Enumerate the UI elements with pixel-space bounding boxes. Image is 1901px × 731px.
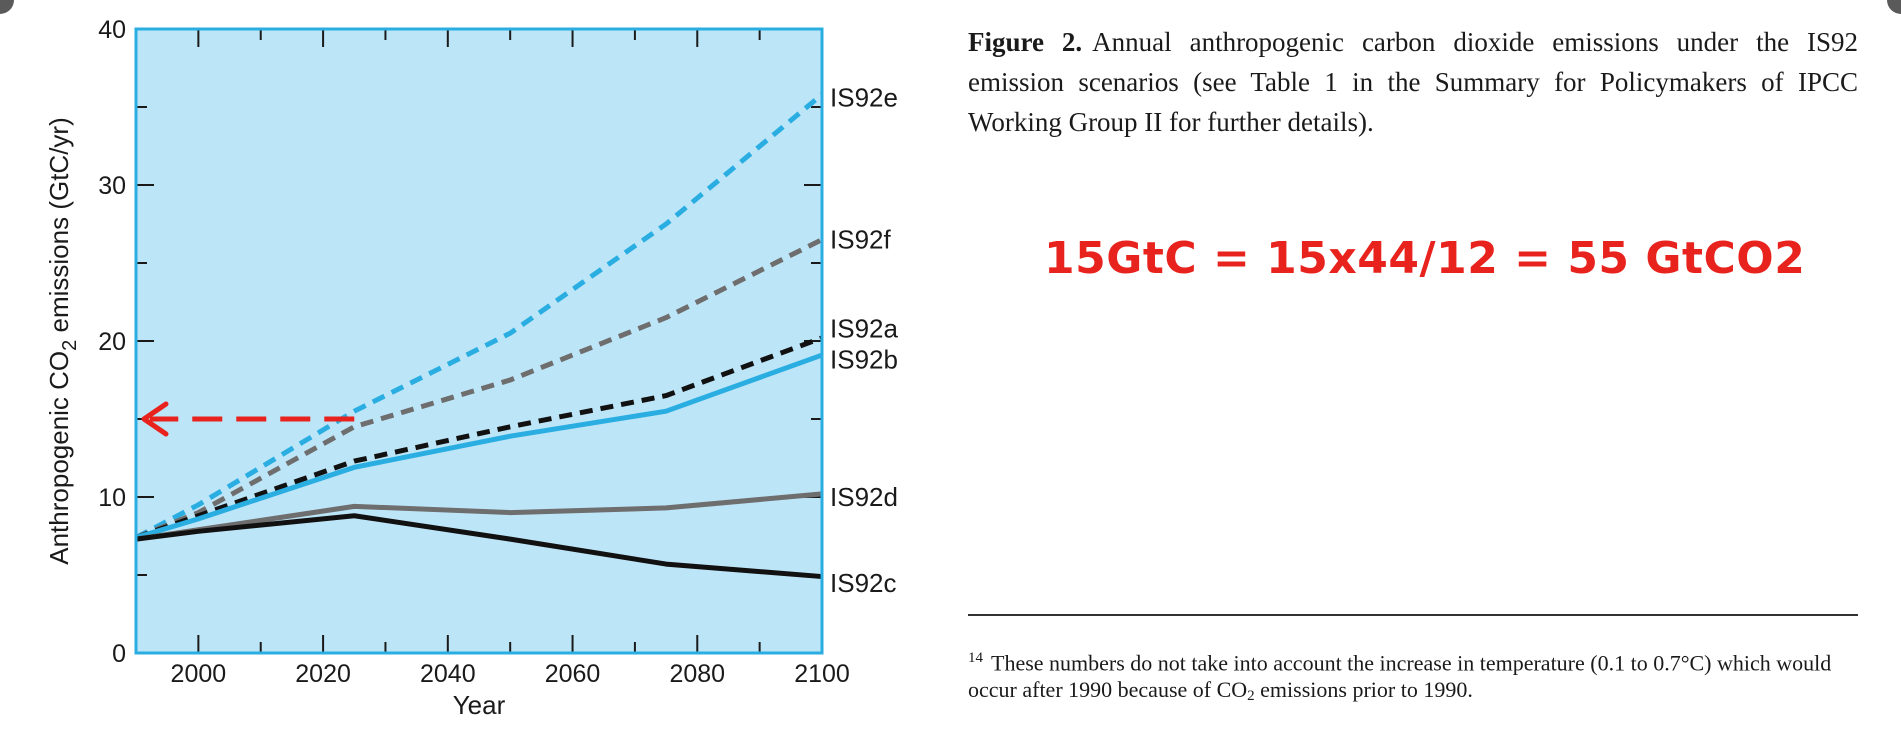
- footnote-text-before: These numbers do not take into account t…: [968, 650, 1832, 703]
- plot-frame: [134, 27, 824, 655]
- y-tick-label: 40: [98, 16, 126, 44]
- conversion-equation: 15GtC = 15x44/12 = 55 GtCO2: [1044, 233, 1806, 284]
- x-axis-label: Year: [453, 690, 506, 720]
- x-tick-label: 2080: [669, 660, 725, 688]
- plot-background: [136, 29, 822, 653]
- footnote-divider: [968, 614, 1858, 616]
- y-tick-label: 20: [98, 328, 126, 356]
- y-axis-label-sub: 2: [59, 340, 81, 351]
- figure-caption-label: Figure 2.: [968, 27, 1083, 57]
- x-tick-label: 2060: [545, 660, 601, 688]
- series-line-is92c: [135, 513, 823, 580]
- series-label-is92f: IS92f: [830, 225, 891, 255]
- x-tick-label: 2020: [295, 660, 351, 688]
- corner-decoration-right: [1887, 0, 1901, 14]
- series-lines: [134, 92, 824, 580]
- x-tick-label: 2000: [171, 660, 227, 688]
- annotation-arrow: [141, 401, 355, 437]
- y-axis-label-tail: emissions (GtC/yr): [44, 117, 74, 339]
- y-tick-label: 10: [98, 484, 126, 512]
- footnote: 14 These numbers do not take into account…: [968, 645, 1858, 710]
- series-label-is92d: IS92d: [830, 482, 898, 512]
- arrow-head: [141, 401, 169, 437]
- footnote-marker: 14: [968, 650, 983, 666]
- x-tick-label: 2040: [420, 660, 476, 688]
- series-label-is92a: IS92a: [830, 314, 898, 344]
- series-label-is92e: IS92e: [830, 83, 898, 113]
- footnote-text-after: emissions prior to 1990.: [1254, 677, 1473, 703]
- series-label-is92c: IS92c: [830, 568, 897, 598]
- figure-caption: Figure 2. Annual anthropogenic carbon dio…: [968, 22, 1858, 142]
- series-label-is92b: IS92b: [830, 345, 898, 375]
- footnote-subscript: 2: [1247, 688, 1255, 705]
- y-tick-label: 0: [112, 640, 126, 668]
- x-tick-label: 2100: [794, 660, 850, 688]
- y-tick-label: 30: [98, 172, 126, 200]
- series-line-is92b: [135, 352, 823, 540]
- tick-labels: 2000 2020 2040 2060 2080 2100 0 10 20 30 40: [98, 16, 850, 688]
- y-axis-label-main: Anthropogenic CO: [44, 351, 74, 565]
- figure-caption-text: Annual anthropogenic carbon dioxide emis…: [968, 27, 1858, 137]
- y-axis-label: Anthropogenic CO2 emissions (GtC/yr): [44, 117, 81, 565]
- series-line-is92a: [135, 335, 823, 540]
- series-line-is92e: [134, 92, 824, 540]
- series-line-is92f: [135, 237, 824, 540]
